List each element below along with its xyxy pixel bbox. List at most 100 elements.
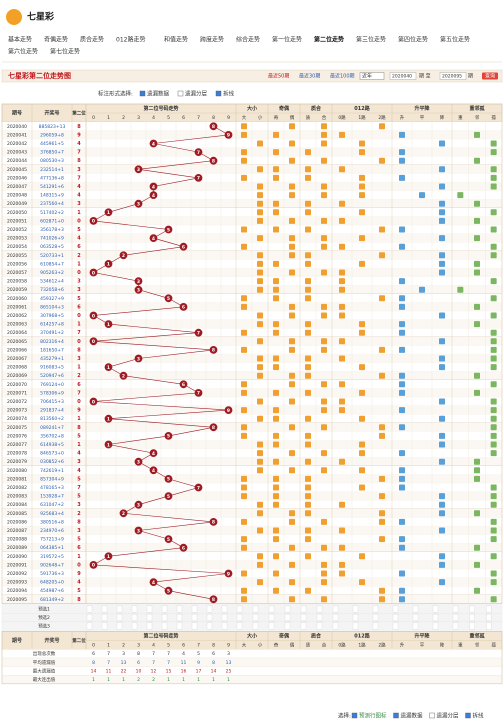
predict-cell[interactable] — [316, 605, 323, 613]
predict-cell[interactable] — [372, 614, 379, 621]
footer-option[interactable]: 遗漏分层 — [437, 712, 460, 720]
option-label[interactable]: 遗漏数据 — [147, 90, 170, 98]
predict-cell[interactable] — [252, 614, 259, 621]
predict-cell[interactable] — [221, 605, 228, 613]
predict-cell[interactable] — [236, 605, 243, 613]
nav-link[interactable]: 第三位走势 — [356, 36, 386, 44]
predict-cell[interactable] — [268, 605, 275, 613]
nav-link[interactable]: 第四位走势 — [398, 36, 428, 44]
nav-link[interactable]: 012路走势 — [116, 36, 145, 44]
query-button-text[interactable]: 查询 — [485, 73, 495, 80]
predict-cell[interactable] — [452, 614, 459, 621]
predict-cell[interactable] — [352, 622, 359, 630]
predict-cell[interactable] — [252, 622, 259, 630]
nav-link[interactable]: 基本走势 — [8, 36, 32, 44]
predict-cell[interactable] — [191, 605, 198, 613]
predict-cell[interactable] — [101, 605, 108, 613]
predict-cell[interactable] — [146, 614, 153, 621]
predict-cell[interactable] — [300, 605, 307, 613]
predict-cell[interactable] — [486, 622, 492, 630]
footer-checkbox[interactable] — [465, 712, 471, 719]
nav-link[interactable]: 第五位走势 — [440, 36, 470, 44]
predict-cell[interactable] — [300, 614, 307, 621]
predict-cell[interactable] — [191, 614, 198, 621]
input-from-text[interactable]: 2020040 — [392, 74, 412, 80]
predict-cell[interactable] — [116, 614, 123, 621]
predict-cell[interactable] — [284, 622, 291, 630]
predict-cell[interactable] — [392, 605, 399, 613]
predict-cell[interactable] — [432, 614, 439, 621]
predict-cell[interactable] — [372, 622, 379, 630]
predict-cell[interactable] — [146, 605, 153, 613]
nav-link[interactable]: 和值走势 — [164, 36, 188, 44]
predict-cell[interactable] — [300, 622, 307, 630]
nav-link[interactable]: 质合走势 — [80, 36, 104, 44]
predict-cell[interactable] — [469, 622, 475, 630]
footer-option[interactable]: 拆线 — [473, 712, 485, 720]
predict-cell[interactable] — [146, 622, 153, 630]
recent-link[interactable]: 最近30期 — [299, 73, 320, 80]
nav-link[interactable]: 第二位走势 — [313, 36, 344, 44]
predict-cell[interactable] — [332, 622, 339, 630]
footer-checkbox[interactable] — [393, 712, 399, 719]
footer-checkbox[interactable] — [351, 712, 358, 719]
predict-cell[interactable] — [432, 622, 439, 630]
predict-cell[interactable] — [206, 605, 213, 613]
predict-cell[interactable] — [316, 622, 323, 630]
predict-cell[interactable] — [412, 614, 419, 621]
predict-cell[interactable] — [101, 622, 108, 630]
predict-cell[interactable] — [206, 614, 213, 621]
select-box[interactable] — [359, 72, 385, 80]
predict-cell[interactable] — [176, 622, 183, 630]
nav-link[interactable]: 跨度走势 — [200, 36, 224, 44]
predict-cell[interactable] — [452, 622, 459, 630]
predict-cell[interactable] — [86, 605, 93, 613]
recent-link[interactable]: 最近50期 — [268, 73, 289, 80]
predict-cell[interactable] — [191, 622, 198, 630]
select-text[interactable]: 近年 — [362, 73, 372, 80]
footer-checkbox[interactable] — [429, 712, 435, 719]
predict-cell[interactable] — [131, 605, 138, 613]
predict-cell[interactable] — [176, 614, 183, 621]
predict-cell[interactable] — [221, 614, 228, 621]
predict-cell[interactable] — [131, 622, 138, 630]
option-checkbox[interactable] — [215, 90, 222, 97]
predict-cell[interactable] — [352, 614, 359, 621]
nav-link[interactable]: 奇偶走势 — [44, 36, 68, 44]
predict-cell[interactable] — [176, 605, 183, 613]
predict-cell[interactable] — [268, 622, 275, 630]
predict-cell[interactable] — [316, 614, 323, 621]
nav-link[interactable]: 综合走势 — [236, 36, 260, 44]
nav-link[interactable]: 第六位走势 — [8, 48, 38, 56]
predict-cell[interactable] — [432, 605, 439, 613]
predict-cell[interactable] — [332, 614, 339, 621]
option-label[interactable]: 遗漏分层 — [185, 90, 208, 98]
footer-option[interactable]: 预测行图标 — [359, 712, 387, 720]
predict-cell[interactable] — [161, 614, 168, 621]
input-to-text[interactable]: 2020095 — [442, 74, 462, 80]
recent-link[interactable]: 最近100期 — [330, 73, 355, 80]
predict-cell[interactable] — [86, 614, 93, 621]
predict-cell[interactable] — [161, 605, 168, 613]
predict-cell[interactable] — [284, 605, 291, 613]
query-button[interactable] — [482, 72, 498, 80]
predict-cell[interactable] — [161, 622, 168, 630]
predict-cell[interactable] — [372, 605, 379, 613]
predict-cell[interactable] — [236, 614, 243, 621]
option-label[interactable]: 拆线 — [223, 90, 235, 98]
predict-cell[interactable] — [236, 622, 243, 630]
predict-cell[interactable] — [206, 622, 213, 630]
predict-cell[interactable] — [116, 605, 123, 613]
predict-cell[interactable] — [486, 605, 492, 613]
option-checkbox[interactable] — [139, 90, 146, 97]
footer-option[interactable]: 遗漏数据 — [401, 712, 424, 720]
input-from[interactable] — [389, 72, 417, 80]
predict-cell[interactable] — [392, 622, 399, 630]
predict-cell[interactable] — [116, 622, 123, 630]
predict-cell[interactable] — [86, 622, 93, 630]
predict-cell[interactable] — [486, 614, 492, 621]
predict-cell[interactable] — [284, 614, 291, 621]
predict-cell[interactable] — [412, 605, 419, 613]
predict-cell[interactable] — [101, 614, 108, 621]
predict-cell[interactable] — [252, 605, 259, 613]
